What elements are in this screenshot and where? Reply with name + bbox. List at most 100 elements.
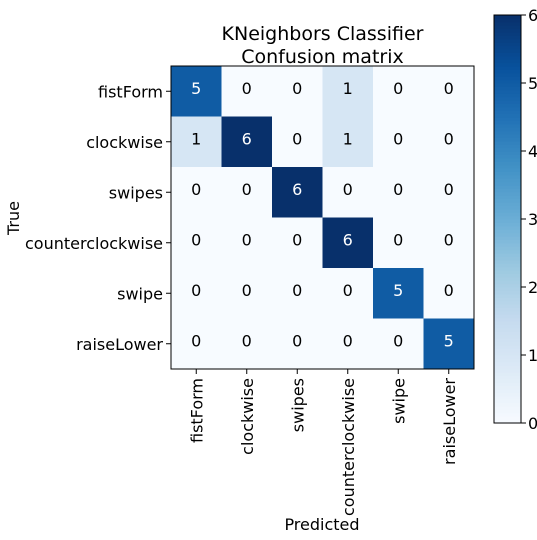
cell-value-label: 0	[292, 79, 302, 98]
x-tick-label: swipes	[288, 378, 307, 432]
cell-value-label: 5	[191, 79, 201, 98]
colorbar-segment	[494, 164, 521, 169]
colorbar-segment	[494, 239, 521, 244]
colorbar-segment	[494, 103, 521, 108]
colorbar-segment	[494, 157, 521, 162]
cell-value-label: 0	[292, 129, 302, 148]
cell-value-label: 0	[393, 180, 403, 199]
colorbar-segment	[494, 331, 521, 336]
cell-value-label: 0	[343, 281, 353, 300]
cell-value-label: 1	[191, 129, 201, 148]
colorbar-segment	[494, 113, 521, 118]
cell-value-label: 0	[191, 230, 201, 249]
heatmap-cell	[373, 217, 424, 269]
colorbar-tick-label: 0	[528, 414, 537, 433]
heatmap-cell	[423, 167, 475, 218]
colorbar-segment	[494, 86, 521, 91]
heatmap-cell	[373, 66, 424, 117]
colorbar-segment	[494, 225, 521, 230]
heatmap-cell	[272, 217, 323, 269]
colorbar-segment	[494, 147, 521, 152]
y-tick-labels: fistForm clockwise swipes counterclockwise s…	[25, 82, 171, 354]
heatmap-cell	[272, 268, 323, 319]
colorbar-segment	[494, 28, 521, 33]
colorbar-segment	[494, 324, 521, 329]
cell-value-label: 0	[444, 230, 454, 249]
heatmap-cell-labels: 5 0 0 1 0 0 1 6 0 1 0 0 0 0 6 0 0 0 0 0 0 6 0 0 0 0 0 0 5 0 0 0 0 0 0 5	[191, 79, 454, 351]
colorbar-segment	[494, 222, 521, 227]
colorbar-segment	[494, 283, 521, 288]
colorbar-segment	[494, 215, 521, 220]
colorbar-segment	[494, 161, 521, 166]
chart-title-line: KNeighbors Classifier	[222, 23, 424, 45]
colorbar-segment	[494, 341, 521, 346]
colorbar-segment	[494, 229, 521, 234]
colorbar-segment	[494, 334, 521, 339]
cell-value-label: 0	[292, 230, 302, 249]
colorbar-segment	[494, 219, 521, 223]
heatmap-cell	[373, 116, 424, 168]
cell-value-label: 0	[242, 230, 252, 249]
cell-value-label: 6	[242, 129, 252, 148]
colorbar-segment	[494, 79, 521, 84]
colorbar-segment	[494, 402, 521, 407]
colorbar-segment	[494, 151, 521, 155]
colorbar-segment	[494, 35, 521, 40]
cell-value-label: 5	[393, 281, 403, 300]
colorbar-segment	[494, 144, 521, 149]
cell-value-label: 0	[191, 180, 201, 199]
cell-value-label: 0	[343, 331, 353, 350]
colorbar-segment	[494, 385, 521, 390]
heatmap-cell	[171, 318, 222, 370]
colorbar-segment	[494, 293, 521, 298]
cell-value-label: 0	[393, 129, 403, 148]
colorbar-segment	[494, 110, 521, 115]
colorbar-segment	[494, 130, 521, 135]
y-tick-label: fistForm	[98, 82, 163, 101]
heatmap-cell	[373, 318, 424, 370]
cell-value-label: 6	[343, 230, 353, 249]
colorbar-segment	[494, 18, 521, 23]
colorbar-tick-label: 3	[528, 210, 537, 229]
colorbar-segment	[494, 38, 521, 43]
colorbar-segment	[494, 96, 521, 101]
colorbar-segment	[494, 307, 521, 312]
cell-value-label: 0	[343, 180, 353, 199]
colorbar-segment	[494, 338, 521, 342]
colorbar-segment	[494, 344, 521, 349]
colorbar-segment	[494, 412, 521, 417]
colorbar-segment	[494, 270, 521, 274]
heatmap-cell	[423, 318, 475, 370]
colorbar-segment	[494, 168, 521, 172]
heatmap-cell	[221, 116, 273, 168]
colorbar-segment	[494, 208, 521, 213]
plot-frame	[170, 65, 475, 370]
colorbar-segment	[494, 256, 521, 261]
colorbar-segment	[494, 263, 521, 268]
cell-value-label: 0	[393, 230, 403, 249]
heatmap-cell	[171, 66, 222, 117]
colorbar-segment	[494, 358, 521, 363]
colorbar-segment	[494, 266, 521, 271]
colorbar-segment	[494, 276, 521, 281]
colorbar-tick-label: 4	[528, 142, 537, 161]
colorbar-segment	[494, 395, 521, 400]
colorbar-segment	[494, 25, 521, 30]
colorbar: 0 1 2 3 4 5 6	[493, 6, 537, 433]
colorbar-segment	[494, 287, 521, 291]
colorbar-segment	[494, 249, 521, 254]
colorbar-segment	[494, 89, 521, 94]
colorbar-segment	[494, 348, 521, 353]
heatmap-cell	[221, 66, 273, 117]
heatmap-cell	[322, 318, 374, 370]
colorbar-tick-label: 1	[528, 346, 537, 365]
colorbar-segment	[494, 55, 521, 60]
x-axis-label: Predicted	[284, 515, 359, 534]
y-tick-label: swipes	[109, 183, 163, 202]
colorbar-segment	[494, 127, 521, 132]
colorbar-segment	[494, 382, 521, 387]
heatmap-cell	[322, 66, 374, 117]
colorbar-segment	[494, 45, 521, 50]
colorbar-segment	[494, 351, 521, 356]
